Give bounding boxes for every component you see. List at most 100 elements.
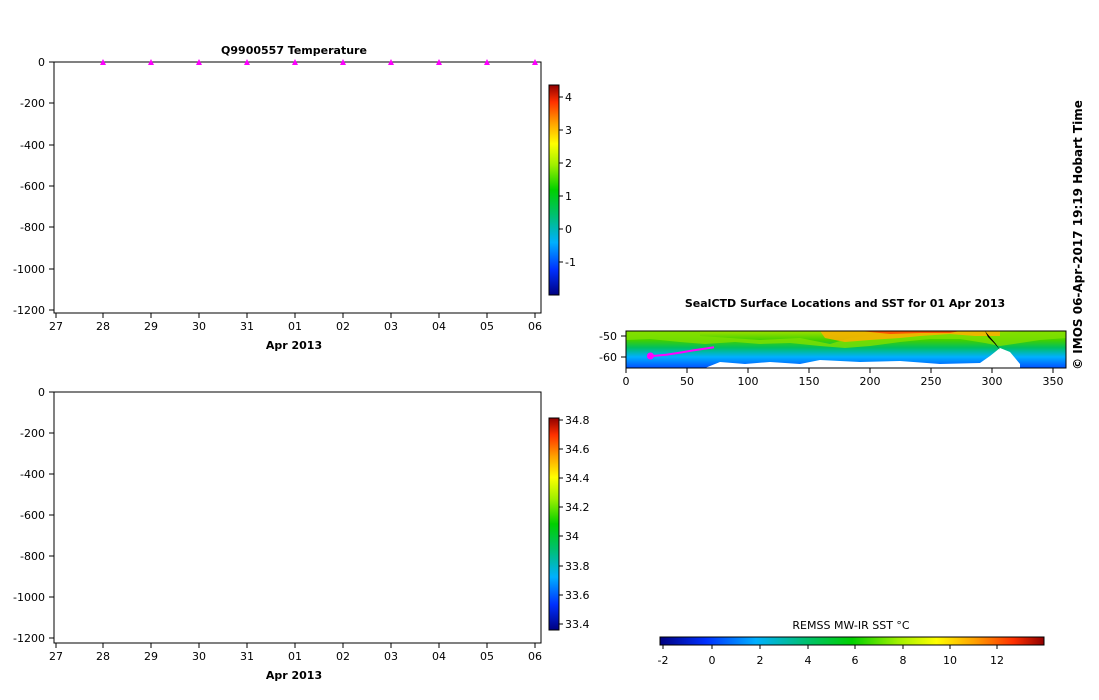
temperature-x-axis-label: Apr 2013 [266, 339, 322, 352]
map-y-axis: -50 -60 [599, 330, 626, 364]
colorbar-tick-label: 3 [565, 124, 572, 137]
surface-marker [340, 59, 346, 65]
y-tick-label: -1000 [13, 591, 45, 604]
y-tick-label: -600 [20, 180, 45, 193]
sst-map-field [626, 331, 1066, 368]
temperature-x-axis: 27 28 29 30 31 01 02 03 04 05 06 Apr 201… [49, 313, 542, 352]
x-tick-label: 27 [49, 320, 63, 333]
south-america-landmass [985, 331, 1000, 350]
sst-colorbar-tick-label: 4 [805, 654, 812, 667]
temperature-colorbar: 4 3 2 1 0 -1 [548, 84, 576, 296]
map-x-tick-label: 0 [623, 375, 630, 388]
salinity-x-axis-label: Apr 2013 [266, 669, 322, 682]
sst-hottest-band [860, 331, 960, 334]
map-frame [625, 330, 1067, 369]
colorbar-tick-label: 0 [565, 223, 572, 236]
sst-map-panel: SealCTD Surface Locations and SST for 01… [599, 297, 1067, 667]
sst-colorbar-tick-label: 2 [757, 654, 764, 667]
x-tick-label: 29 [144, 320, 158, 333]
map-x-tick-label: 250 [921, 375, 942, 388]
colorbar-tick-label: 34.2 [565, 501, 590, 514]
sst-colorbar-tick-label: 6 [852, 654, 859, 667]
x-tick-label: 30 [192, 320, 206, 333]
salinity-y-axis: 0 -200 -400 -600 -800 -1000 -1200 [13, 386, 54, 645]
x-tick-label: 29 [144, 650, 158, 663]
x-tick-label: 28 [96, 650, 110, 663]
map-x-tick-label: 200 [860, 375, 881, 388]
map-x-tick-label: 150 [799, 375, 820, 388]
map-x-axis: 0 50 100 150 200 250 300 350 [623, 368, 1064, 388]
x-tick-label: 04 [432, 320, 446, 333]
colorbar-tick-label: 1 [565, 190, 572, 203]
surface-marker [148, 59, 154, 65]
y-tick-label: -800 [20, 221, 45, 234]
surface-markers [100, 59, 538, 65]
colorbar-tick-label: 34.8 [565, 414, 590, 427]
colorbar-tick-label: 33.4 [565, 618, 590, 631]
y-tick-label: -400 [20, 139, 45, 152]
y-tick-label: -200 [20, 97, 45, 110]
x-tick-label: 28 [96, 320, 110, 333]
salinity-x-axis: 27 28 29 30 31 01 02 03 04 05 06 Apr 201… [49, 643, 542, 682]
surface-marker [196, 59, 202, 65]
y-tick-label: 0 [38, 386, 45, 399]
colorbar-tick-label: 34 [565, 530, 579, 543]
surface-marker [292, 59, 298, 65]
surface-marker [484, 59, 490, 65]
sst-colorbar: REMSS MW-IR SST °C -2 0 2 4 6 8 10 12 [658, 619, 1045, 667]
y-tick-label: -600 [20, 509, 45, 522]
seal-track-line [650, 346, 715, 357]
temperature-title: Q9900557 Temperature [221, 44, 367, 57]
y-tick-label: -1200 [13, 304, 45, 317]
map-y-tick-label: -50 [599, 330, 617, 343]
surface-marker [388, 59, 394, 65]
sst-colorbar-tick-label: 8 [900, 654, 907, 667]
colorbar-tick-label: 33.8 [565, 560, 590, 573]
sst-colorbar-tick-label: -2 [658, 654, 669, 667]
y-tick-label: -1000 [13, 263, 45, 276]
colorbar-tick-label: 4 [565, 91, 572, 104]
map-x-tick-label: 300 [982, 375, 1003, 388]
x-tick-label: 06 [528, 320, 542, 333]
x-tick-label: 27 [49, 650, 63, 663]
imos-credit: © IMOS 06-Apr-2017 19:19 Hobart Time [1071, 100, 1085, 370]
y-tick-label: 0 [38, 56, 45, 69]
sst-colorbar-label: REMSS MW-IR SST °C [792, 619, 910, 632]
surface-marker [532, 59, 538, 65]
temperature-y-axis: 0 -200 -400 -600 -800 -1000 -1200 [13, 56, 54, 317]
surface-marker [436, 59, 442, 65]
x-tick-label: 01 [288, 320, 302, 333]
colorbar-tick-label: 2 [565, 157, 572, 170]
x-tick-label: 31 [240, 650, 254, 663]
x-tick-label: 05 [480, 320, 494, 333]
map-title: SealCTD Surface Locations and SST for 01… [685, 297, 1005, 310]
temperature-plot-frame [53, 61, 542, 314]
surface-marker [244, 59, 250, 65]
x-tick-label: 05 [480, 650, 494, 663]
map-x-tick-label: 350 [1043, 375, 1064, 388]
map-x-tick-label: 100 [738, 375, 759, 388]
sst-colorbar-tick-label: 12 [990, 654, 1004, 667]
salinity-colorbar: 34.8 34.6 34.4 34.2 34 33.8 33.6 33.4 [548, 414, 590, 631]
x-tick-label: 02 [336, 320, 350, 333]
y-tick-label: -200 [20, 427, 45, 440]
seal-surface-location [646, 352, 654, 360]
temperature-panel: Q9900557 Temperature 0 -200 -400 -600 -8… [13, 44, 576, 352]
x-tick-label: 03 [384, 650, 398, 663]
x-tick-label: 02 [336, 650, 350, 663]
y-tick-label: -400 [20, 468, 45, 481]
temperature-colorbar-gradient [548, 84, 560, 296]
colorbar-tick-label: -1 [565, 256, 576, 269]
colorbar-tick-label: 34.4 [565, 472, 590, 485]
x-tick-label: 01 [288, 650, 302, 663]
map-y-tick-label: -60 [599, 351, 617, 364]
sst-colorbar-tick-label: 10 [943, 654, 957, 667]
antarctica-landmass [705, 348, 1020, 368]
x-tick-label: 03 [384, 320, 398, 333]
x-tick-label: 06 [528, 650, 542, 663]
sst-hot-band [820, 331, 1000, 342]
y-tick-label: -1200 [13, 632, 45, 645]
x-tick-label: 04 [432, 650, 446, 663]
salinity-colorbar-gradient [548, 417, 560, 631]
